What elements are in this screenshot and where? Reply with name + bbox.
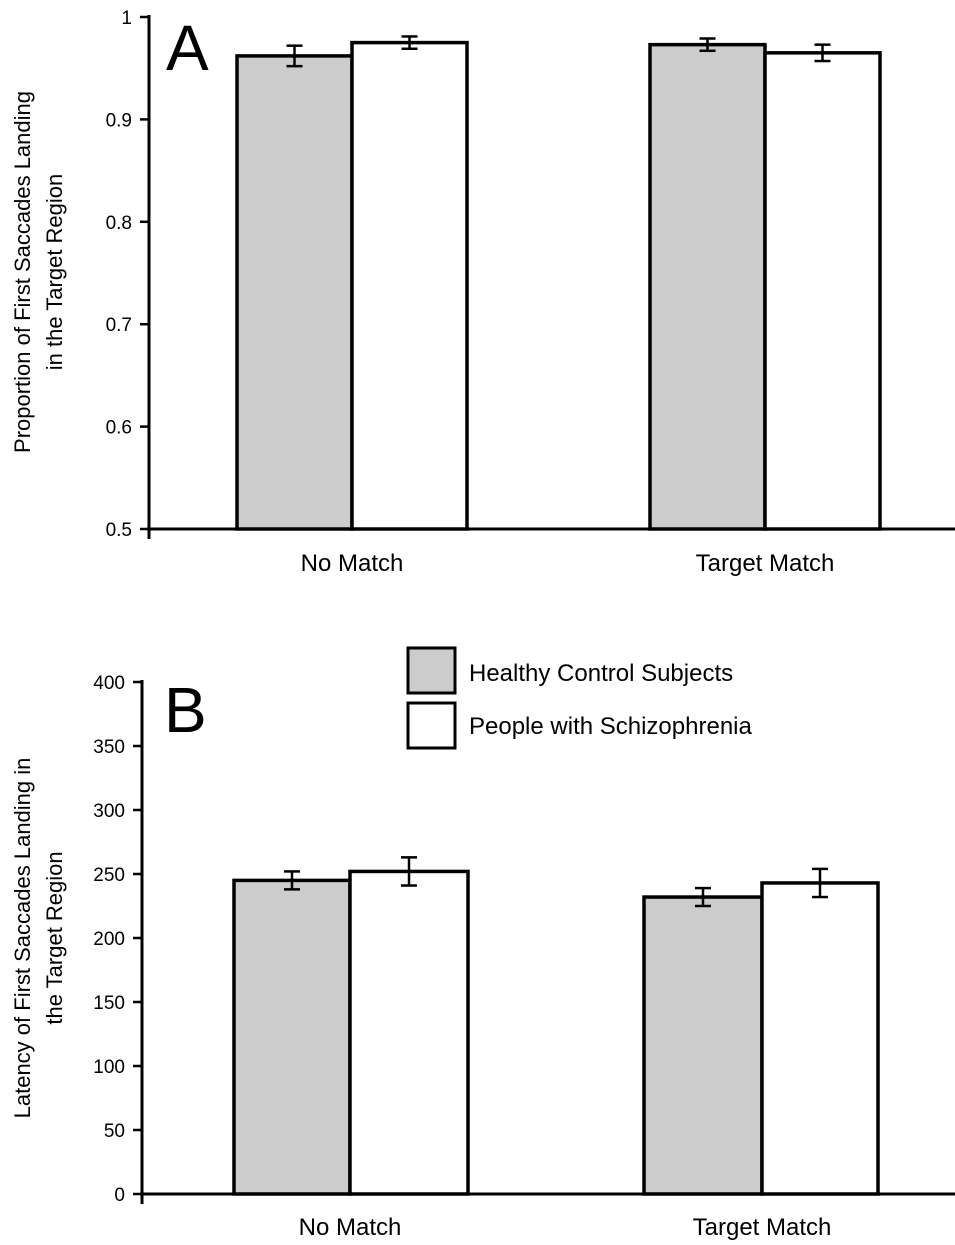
panel-label-b: B: [164, 674, 207, 746]
panel-b-y-tick-label: 50: [104, 1121, 125, 1142]
panel-a-y-tick-label: 0.9: [106, 110, 132, 131]
panel-b-error-bar-healthy-1: [695, 886, 711, 908]
panel-b-y-tick-label: 400: [93, 673, 125, 694]
panel-a-error-bar-healthy-1: [699, 37, 716, 53]
panel-b-bar-healthy-1: [642, 895, 764, 1196]
panel-b-bar-schizophrenia-1: [760, 881, 880, 1196]
panel-b-bar-healthy-0: [232, 878, 352, 1196]
panel-b-error-bar-schizophrenia-0: [401, 856, 417, 887]
panel-b-category-label: Target Match: [693, 1214, 832, 1241]
panel-a-bar-schizophrenia-0: [350, 40, 469, 531]
panel-b-error-bar-schizophrenia-1: [812, 867, 828, 899]
panel-a-y-tick-label: 0.6: [106, 418, 132, 439]
panel-a-category-label: Target Match: [696, 550, 835, 577]
panel-b-error-bar-healthy-0: [284, 870, 300, 891]
panel-b-category-label: No Match: [299, 1214, 402, 1241]
legend-swatch-healthy: [406, 646, 457, 695]
panel-a-error-bar-schizophrenia-0: [401, 35, 418, 50]
panel-b-y-tick-label: 250: [93, 865, 125, 886]
panel-b-y-tick-label: 0: [114, 1185, 125, 1206]
chart-panel-a: 0.5 0.6 0.7 0.8 0.9 1 No Match Target Match Prop…: [10, 8, 955, 577]
panel-a-y-tick-label: 0.7: [106, 315, 132, 336]
panel-a-y-tick-label: 0.8: [106, 213, 132, 234]
legend-label-healthy: Healthy Control Subjects: [469, 660, 733, 687]
panel-b-bar-schizophrenia-0: [348, 869, 470, 1196]
panel-b-y-tick-label: 100: [93, 1057, 125, 1078]
panel-b-y-axis-label: the Target Region: [42, 851, 67, 1024]
legend-label-schizophrenia: People with Schizophrenia: [469, 713, 752, 740]
panel-label-a: A: [166, 12, 209, 84]
panel-a-error-bar-schizophrenia-1: [814, 43, 831, 63]
chart-panel-b: 0 50 100 150 200 250 300 350 400 No Match Target M…: [10, 673, 955, 1241]
panel-a-bar-healthy-1: [648, 42, 767, 531]
legend: Healthy Control Subjects People with Sch…: [406, 646, 752, 750]
panel-b-y-axis-label: Latency of First Saccades Landing in: [10, 758, 35, 1119]
panel-a-bar-schizophrenia-1: [763, 51, 882, 531]
panel-a-y-axis-label: Proportion of First Saccades Landing: [10, 91, 35, 453]
panel-a-bar-healthy-0: [235, 54, 354, 531]
panel-a-y-tick-label: 0.5: [106, 520, 132, 541]
panel-a-error-bar-healthy-0: [286, 44, 303, 68]
panel-a-y-tick-label: 1: [121, 8, 132, 29]
panel-a-y-axis-label: in the Target Region: [42, 174, 67, 371]
panel-b-y-tick-label: 200: [93, 929, 125, 950]
panel-b-y-tick-label: 350: [93, 737, 125, 758]
legend-swatch-schizophrenia: [406, 701, 457, 750]
panel-b-y-tick-label: 300: [93, 801, 125, 822]
panel-a-category-label: No Match: [301, 550, 404, 577]
panel-b-y-tick-label: 150: [93, 993, 125, 1014]
